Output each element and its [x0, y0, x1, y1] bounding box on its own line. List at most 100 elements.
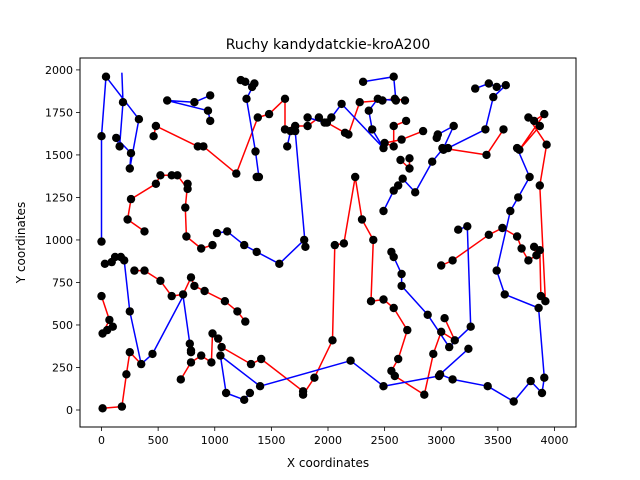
city-point-18: [108, 322, 118, 331]
city-point-100: [389, 72, 398, 81]
city-point-178: [466, 322, 475, 331]
city-point-125: [245, 388, 255, 398]
city-point-109: [405, 154, 414, 163]
city-point-187: [492, 266, 501, 275]
city-point-46: [181, 203, 190, 212]
city-point-112: [176, 375, 185, 384]
city-point-200: [524, 256, 533, 265]
city-point-17: [105, 315, 114, 325]
city-point-47: [182, 232, 191, 241]
city-point-24: [137, 359, 146, 369]
city-point-22: [125, 348, 134, 357]
city-point-127: [255, 382, 265, 391]
city-point-159: [429, 349, 438, 359]
city-point-75: [280, 94, 290, 104]
y-tick-label-1250: 1250: [45, 191, 73, 204]
city-point-19: [98, 404, 107, 413]
city-point-123: [221, 388, 231, 398]
city-point-168: [440, 314, 449, 323]
x-tick-label-4000: 4000: [540, 434, 568, 447]
city-point-26: [130, 266, 139, 275]
city-point-61: [223, 227, 232, 236]
city-point-30: [178, 290, 188, 299]
city-point-176: [463, 222, 472, 231]
city-point-59: [232, 169, 241, 178]
chart-title: Ruchy kandydatckie-kroA200: [226, 37, 431, 53]
city-point-53: [190, 98, 199, 107]
city-point-32: [190, 281, 199, 291]
city-point-67: [251, 147, 260, 156]
city-point-80: [291, 126, 300, 136]
city-point-196: [514, 193, 523, 202]
city-point-158: [428, 157, 437, 166]
city-point-130: [298, 390, 308, 399]
city-point-105: [400, 96, 410, 105]
city-point-13: [120, 256, 129, 265]
city-point-186: [492, 82, 501, 92]
city-point-88: [327, 113, 336, 122]
x-axis-ticks: 0 500 1000 1500 2000 2500 3000 3500 4000: [98, 427, 568, 447]
city-point-66: [250, 79, 259, 88]
city-point-49: [208, 240, 217, 250]
city-point-36: [241, 317, 250, 326]
city-point-161: [433, 130, 442, 139]
y-tick-label-500: 500: [52, 319, 73, 332]
x-tick-label-2500: 2500: [371, 434, 399, 447]
city-point-152: [397, 281, 406, 291]
city-point-116: [186, 358, 196, 367]
city-point-9: [100, 259, 110, 268]
city-point-192: [506, 206, 515, 216]
city-point-69: [254, 172, 264, 182]
city-point-213: [540, 109, 549, 119]
y-tick-label-250: 250: [52, 361, 73, 374]
city-point-126: [246, 359, 256, 369]
city-point-128: [257, 354, 266, 364]
city-point-52: [163, 96, 172, 105]
city-point-154: [403, 325, 412, 335]
y-tick-label-1000: 1000: [45, 234, 73, 247]
city-point-6: [126, 149, 136, 158]
city-point-38: [123, 215, 132, 224]
city-point-135: [346, 356, 355, 365]
city-point-55: [199, 142, 208, 151]
city-point-172: [448, 375, 457, 384]
city-point-171: [448, 256, 457, 265]
city-point-180: [481, 125, 490, 134]
city-point-28: [156, 276, 165, 285]
city-point-97: [378, 96, 387, 105]
city-point-92: [355, 98, 364, 107]
plot-area: [97, 72, 551, 413]
city-point-214: [541, 297, 550, 306]
city-point-202: [526, 376, 535, 386]
city-point-134: [339, 239, 349, 248]
city-point-195: [512, 232, 522, 241]
city-point-119: [208, 329, 217, 338]
city-point-215: [542, 140, 551, 149]
x-tick-label-1000: 1000: [201, 434, 229, 447]
x-axis-label: X coordinates: [287, 456, 369, 470]
x-tick-label-1500: 1500: [257, 434, 285, 447]
city-point-31: [186, 273, 196, 282]
city-point-189: [499, 125, 508, 134]
city-point-149: [394, 354, 403, 364]
city-point-21: [122, 370, 131, 379]
city-point-138: [369, 235, 378, 245]
city-point-117: [197, 351, 206, 360]
city-point-91: [344, 130, 353, 139]
city-point-25: [148, 349, 157, 359]
city-point-207: [535, 181, 544, 190]
city-point-95: [368, 125, 377, 134]
city-point-201: [525, 172, 534, 182]
city-point-70: [240, 240, 249, 250]
city-point-73: [253, 113, 262, 122]
y-axis-ticks: 0 250 500 750 1000 1250 1500 1750 2000: [45, 64, 80, 417]
y-tick-label-750: 750: [52, 276, 73, 289]
city-point-37: [140, 227, 149, 236]
city-point-164: [437, 327, 446, 336]
city-point-34: [220, 297, 230, 306]
city-point-45: [183, 179, 192, 188]
city-point-57: [206, 91, 215, 100]
city-point-146: [389, 303, 398, 313]
